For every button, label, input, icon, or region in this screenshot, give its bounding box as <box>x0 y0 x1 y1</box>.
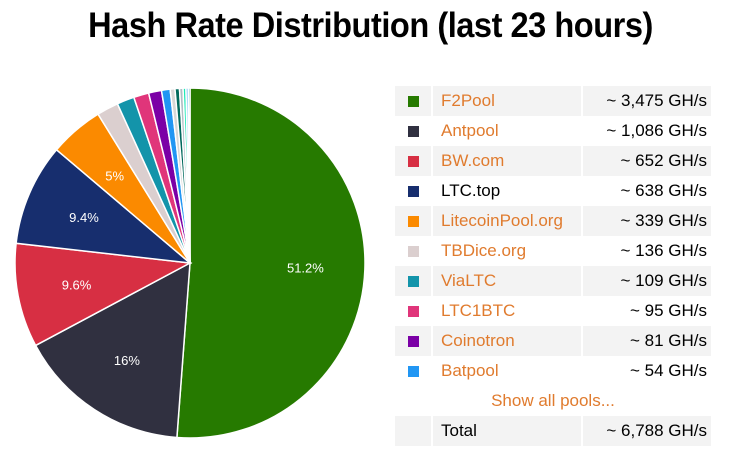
pool-name-cell: LitecoinPool.org <box>433 206 583 236</box>
hashrate-value: ~ 54 GH/s <box>629 361 707 380</box>
pool-name-cell: Antpool <box>433 116 583 146</box>
legend-swatch-cell <box>395 296 433 326</box>
color-swatch-icon <box>407 216 419 228</box>
hashrate-value: ~ 3,475 GH/s <box>583 86 711 116</box>
pool-name-cell: ViaLTC <box>433 266 583 296</box>
legend-swatch-cell <box>395 266 433 296</box>
pool-link-litecoinpool-org[interactable]: LitecoinPool.org <box>441 211 563 230</box>
slice-label: 5% <box>105 168 124 183</box>
slice-label: 51.2% <box>287 260 324 275</box>
pool-link-coinotron[interactable]: Coinotron <box>441 331 515 350</box>
hashrate-value: ~ 638 GH/s <box>620 181 707 200</box>
legend-row: ViaLTC ~ 109 GH/s <box>395 266 711 296</box>
pie-chart: 51.2% 16% 9.6% 9.4% 5% <box>14 87 366 439</box>
color-swatch-icon <box>407 276 419 288</box>
pool-link-antpool[interactable]: Antpool <box>441 121 499 140</box>
legend-swatch-cell <box>395 356 433 386</box>
legend-swatch-cell <box>395 176 433 206</box>
total-row: Total ~ 6,788 GH/s <box>395 416 711 446</box>
legend-swatch-cell <box>395 326 433 356</box>
color-swatch-icon <box>407 306 419 318</box>
color-swatch-icon <box>407 366 419 378</box>
pie-slice-bw-com[interactable] <box>14 242 193 347</box>
hashrate-value: ~ 339 GH/s <box>583 206 711 236</box>
pool-link-bw-com[interactable]: BW.com <box>441 151 505 170</box>
color-swatch-icon <box>407 156 419 168</box>
slice-label: 9.6% <box>62 278 92 293</box>
legend-row: F2Pool ~ 3,475 GH/s <box>395 86 711 116</box>
legend-row: LitecoinPool.org ~ 339 GH/s <box>395 206 711 236</box>
legend-row: BW.com ~ 652 GH/s <box>395 146 711 176</box>
color-swatch-icon <box>407 96 419 108</box>
legend-row: LTC.top ~ 638 GH/s <box>395 176 711 206</box>
total-value: ~ 6,788 GH/s <box>583 416 711 446</box>
slice-label: 9.4% <box>69 210 99 225</box>
hashrate-value: ~ 81 GH/s <box>583 326 711 356</box>
legend-row: Antpool ~ 1,086 GH/s <box>395 116 711 146</box>
legend-swatch-cell <box>395 86 433 116</box>
pool-name-cell: BW.com <box>433 146 583 176</box>
legend-swatch-cell <box>395 116 433 146</box>
pool-name-ltc-top: LTC.top <box>441 181 501 200</box>
pool-link-f2pool[interactable]: F2Pool <box>441 91 495 110</box>
pool-name-cell: LTC1BTC <box>433 296 583 326</box>
pool-name-cell: Batpool <box>433 356 583 386</box>
total-swatch-cell <box>395 416 433 446</box>
color-swatch-icon <box>407 336 419 348</box>
show-all-row: Show all pools... <box>395 386 711 416</box>
legend-table: F2Pool ~ 3,475 GH/s Antpool ~ 1,086 GH/s BW.… <box>395 86 711 446</box>
pool-name-cell: Coinotron <box>433 326 583 356</box>
legend-swatch-cell <box>395 146 433 176</box>
hashrate-value: ~ 136 GH/s <box>620 241 707 260</box>
color-swatch-icon <box>407 246 419 258</box>
legend-row: LTC1BTC ~ 95 GH/s <box>395 296 711 326</box>
hashrate-value: ~ 109 GH/s <box>583 266 711 296</box>
pool-name-cell: LTC.top <box>433 176 583 206</box>
pool-name-cell: TBDice.org <box>433 236 583 266</box>
show-all-pools-link[interactable]: Show all pools... <box>491 391 615 410</box>
slice-label: 16% <box>114 353 140 368</box>
legend-swatch-cell <box>395 206 433 236</box>
pie-slice-antpool[interactable] <box>34 261 191 439</box>
total-label: Total <box>433 416 583 446</box>
pie-slice-ltc-top[interactable] <box>15 148 193 265</box>
legend-row: Coinotron ~ 81 GH/s <box>395 326 711 356</box>
legend-row: Batpool ~ 54 GH/s <box>395 356 711 386</box>
chart-title: Hash Rate Distribution (last 23 hours) <box>88 6 653 45</box>
hashrate-value: ~ 1,086 GH/s <box>606 121 707 140</box>
pie-slice-other6[interactable] <box>187 87 191 264</box>
pool-name-cell: F2Pool <box>433 86 583 116</box>
legend-row: TBDice.org ~ 136 GH/s <box>395 236 711 266</box>
color-swatch-icon <box>407 186 419 198</box>
pool-link-batpool[interactable]: Batpool <box>441 361 499 380</box>
legend-swatch-cell <box>395 236 433 266</box>
pie-slice-f2pool[interactable] <box>176 87 366 439</box>
pool-link-tbdice-org[interactable]: TBDice.org <box>441 241 527 260</box>
hashrate-value: ~ 652 GH/s <box>583 146 711 176</box>
pool-link-vialtc[interactable]: ViaLTC <box>441 271 497 290</box>
color-swatch-icon <box>407 126 419 138</box>
hashrate-value: ~ 95 GH/s <box>629 301 707 320</box>
pool-link-ltc1btc[interactable]: LTC1BTC <box>441 301 516 320</box>
